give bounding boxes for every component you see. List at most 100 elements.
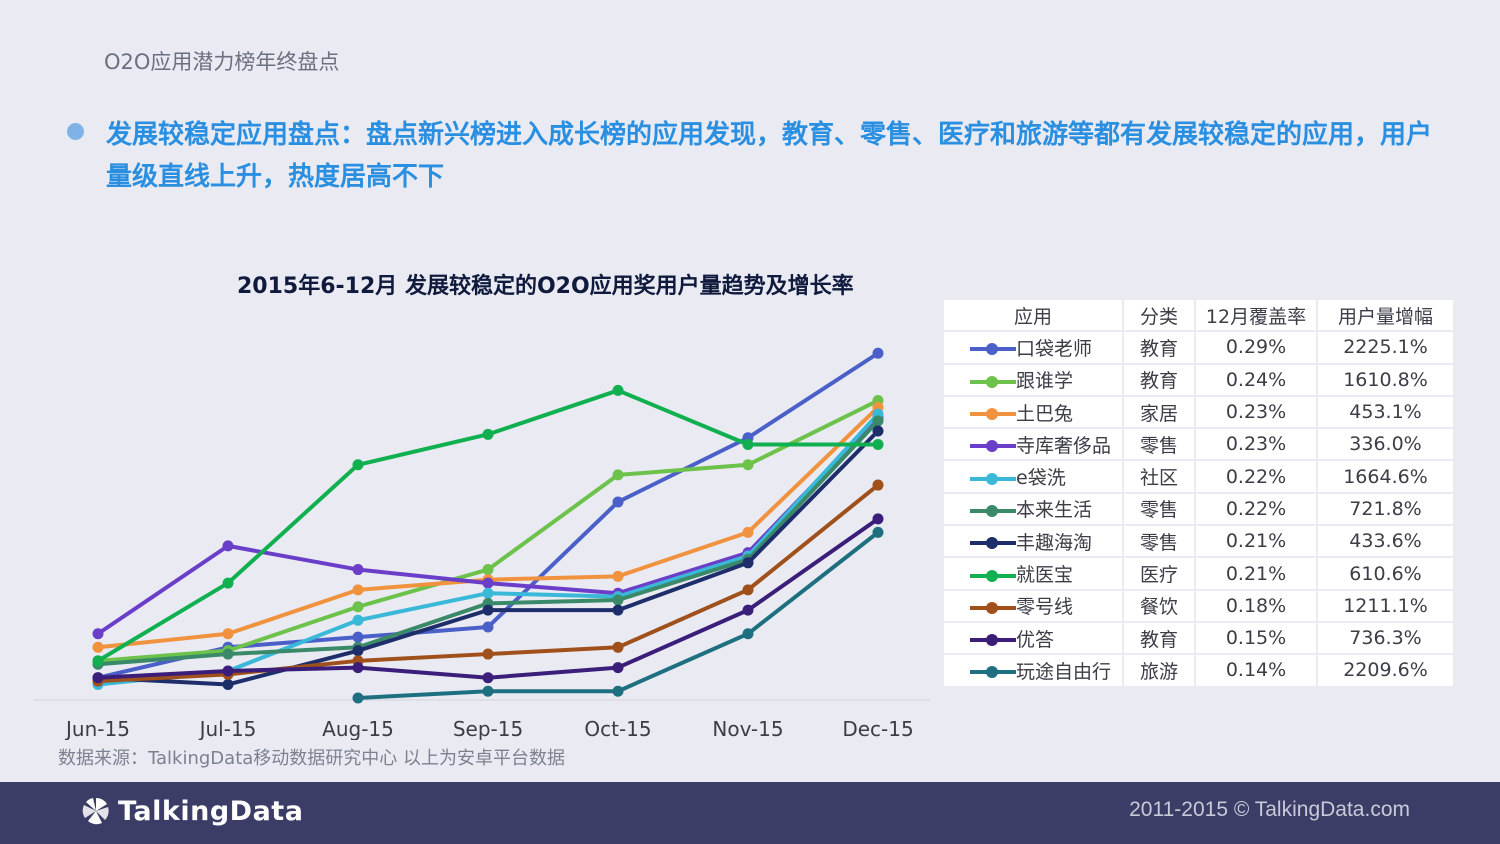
- growth-cell: 736.3%: [1316, 620, 1455, 656]
- growth-cell: 1211.1%: [1316, 588, 1455, 623]
- legend-swatch: [970, 634, 1016, 647]
- category-cell: 家居: [1122, 394, 1196, 430]
- app-cell: 就医宝: [942, 556, 1124, 591]
- data-point: [222, 678, 234, 690]
- category-cell: 零售: [1122, 427, 1196, 462]
- data-point: [612, 594, 624, 606]
- legend-swatch: [970, 472, 1016, 485]
- data-point: [482, 648, 494, 660]
- data-point: [352, 631, 364, 643]
- x-tick-label: Aug-15: [322, 717, 394, 740]
- table-header-row: 应用 分类 12月覆盖率 用户量增幅: [942, 297, 1455, 333]
- data-point: [612, 496, 624, 508]
- data-point: [612, 662, 624, 674]
- app-cell: 优答: [942, 620, 1124, 656]
- app-cell: 零号线: [942, 588, 1124, 623]
- table-row: 口袋老师 教育 0.29% 2225.1%: [942, 330, 1455, 365]
- line-chart: Jun-15 Jul-15 Aug-15 Sep-15 Oct-15 Nov-15 Dec-…: [34, 347, 930, 740]
- legend-swatch: [970, 408, 1016, 421]
- x-tick-label: Sep-15: [453, 717, 523, 740]
- data-point: [352, 601, 364, 613]
- data-point: [612, 570, 624, 582]
- header-growth: 用户量增幅: [1316, 297, 1455, 333]
- app-name: 丰趣海淘: [1016, 531, 1093, 554]
- data-point: [92, 628, 104, 640]
- category-cell: 医疗: [1122, 556, 1196, 591]
- app-cell: e袋洗: [942, 459, 1124, 494]
- category-cell: 社区: [1122, 459, 1196, 494]
- coverage-cell: 0.22%: [1194, 459, 1318, 494]
- data-point: [92, 641, 104, 653]
- legend-table: 应用 分类 12月覆盖率 用户量增幅 口袋老师 教育 0.29% 2225.1% 跟谁学…: [942, 297, 1455, 688]
- data-point: [612, 641, 624, 653]
- data-point: [352, 564, 364, 576]
- data-point: [92, 655, 104, 667]
- bullet-icon: [67, 123, 84, 140]
- legend-swatch: [970, 343, 1016, 356]
- data-point: [482, 621, 494, 633]
- data-point: [872, 513, 884, 525]
- data-point: [482, 685, 494, 697]
- growth-cell: 610.6%: [1316, 556, 1455, 591]
- brand-name: TalkingData: [118, 795, 304, 827]
- data-point: [352, 662, 364, 674]
- app-name: 优答: [1016, 628, 1055, 651]
- app-name: 玩途自由行: [1016, 660, 1112, 683]
- app-cell: 丰趣海淘: [942, 524, 1124, 559]
- data-point: [872, 526, 884, 538]
- growth-cell: 2225.1%: [1316, 330, 1455, 365]
- coverage-cell: 0.14%: [1194, 653, 1318, 688]
- app-cell: 玩途自由行: [942, 653, 1124, 688]
- table-row: 土巴兔 家居 0.23% 453.1%: [942, 394, 1455, 430]
- header-app: 应用: [942, 297, 1124, 333]
- data-point: [872, 439, 884, 450]
- footer-bar: TalkingData 2011-2015 © TalkingData.com: [0, 782, 1500, 844]
- table-row: 寺库奢侈品 零售 0.23% 336.0%: [942, 427, 1455, 462]
- data-point: [742, 439, 754, 450]
- source-note: 数据来源：TalkingData移动数据研究中心 以上为安卓平台数据: [58, 748, 566, 769]
- legend-swatch: [970, 440, 1016, 453]
- data-point: [742, 459, 754, 471]
- brand-logo: TalkingData: [80, 795, 303, 827]
- table-row: 本来生活 零售 0.22% 721.8%: [942, 491, 1455, 527]
- coverage-cell: 0.21%: [1194, 556, 1318, 591]
- data-point: [742, 526, 754, 538]
- copyright: 2011-2015 © TalkingData.com: [1129, 798, 1410, 821]
- data-point: [482, 577, 494, 589]
- x-tick-label: Jun-15: [64, 717, 130, 740]
- coverage-cell: 0.15%: [1194, 620, 1318, 656]
- growth-cell: 433.6%: [1316, 524, 1455, 559]
- legend-swatch: [970, 537, 1016, 550]
- legend-swatch: [970, 375, 1016, 388]
- legend-swatch: [970, 569, 1016, 582]
- app-name: 土巴兔: [1016, 402, 1074, 425]
- section-label: O2O应用潜力榜年终盘点: [104, 50, 340, 74]
- header-category: 分类: [1122, 297, 1196, 333]
- data-point: [222, 665, 234, 677]
- data-point: [352, 692, 364, 704]
- data-point: [482, 564, 494, 576]
- data-point: [742, 557, 754, 569]
- app-cell: 寺库奢侈品: [942, 427, 1124, 462]
- growth-cell: 336.0%: [1316, 427, 1455, 462]
- app-name: 本来生活: [1016, 499, 1093, 522]
- data-point: [872, 415, 884, 427]
- legend-swatch: [970, 601, 1016, 614]
- data-point: [352, 614, 364, 626]
- data-point: [612, 469, 624, 481]
- data-point: [742, 584, 754, 596]
- coverage-cell: 0.18%: [1194, 588, 1318, 623]
- coverage-cell: 0.24%: [1194, 362, 1318, 397]
- category-cell: 教育: [1122, 620, 1196, 656]
- category-cell: 零售: [1122, 524, 1196, 559]
- header-coverage: 12月覆盖率: [1194, 297, 1318, 333]
- table-row: e袋洗 社区 0.22% 1664.6%: [942, 459, 1455, 494]
- data-point: [872, 425, 884, 437]
- category-cell: 教育: [1122, 362, 1196, 397]
- data-point: [352, 645, 364, 657]
- app-name: 零号线: [1016, 596, 1074, 619]
- data-point: [482, 604, 494, 616]
- app-name: 就医宝: [1016, 564, 1074, 587]
- app-cell: 本来生活: [942, 491, 1124, 527]
- data-point: [92, 672, 104, 684]
